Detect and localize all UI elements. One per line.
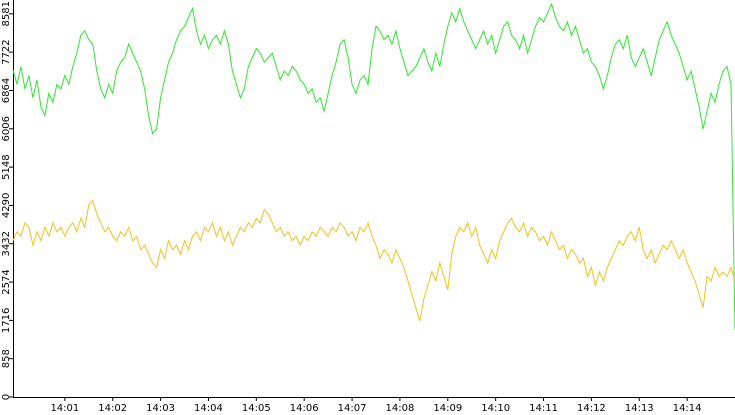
x-tick-label: 14:14 <box>673 403 702 414</box>
y-tick-label: 6864 <box>1 78 12 103</box>
x-tick-label: 14:11 <box>529 403 558 414</box>
x-tick-label: 14:07 <box>338 403 367 414</box>
series-line <box>12 199 735 322</box>
series-line <box>12 2 735 331</box>
x-tick-label: 14:05 <box>242 403 271 414</box>
y-tick-label: 858 <box>1 349 12 368</box>
y-tick-label: 2574 <box>1 269 12 294</box>
x-tick-label: 14:09 <box>433 403 462 414</box>
y-tick-label: 5148 <box>1 154 12 179</box>
x-tick-label: 14:01 <box>50 403 79 414</box>
x-tick-label: 14:10 <box>481 403 510 414</box>
y-tick-label: 7722 <box>1 39 12 64</box>
x-tick-label: 14:06 <box>290 403 319 414</box>
y-tick-label: 4290 <box>1 193 12 218</box>
y-tick-label: 8581 <box>1 1 12 26</box>
y-tick-label: 1716 <box>1 308 12 333</box>
x-tick-label: 14:12 <box>577 403 606 414</box>
y-tick-label: 0 <box>1 394 12 400</box>
x-tick-label: 14:13 <box>625 403 654 414</box>
y-tick-label: 3432 <box>1 231 12 256</box>
y-tick-label: 6006 <box>1 116 12 141</box>
x-tick-label: 14:04 <box>194 403 223 414</box>
x-tick-label: 14:03 <box>146 403 175 414</box>
x-tick-label: 14:08 <box>386 403 415 414</box>
x-tick-label: 14:02 <box>98 403 127 414</box>
